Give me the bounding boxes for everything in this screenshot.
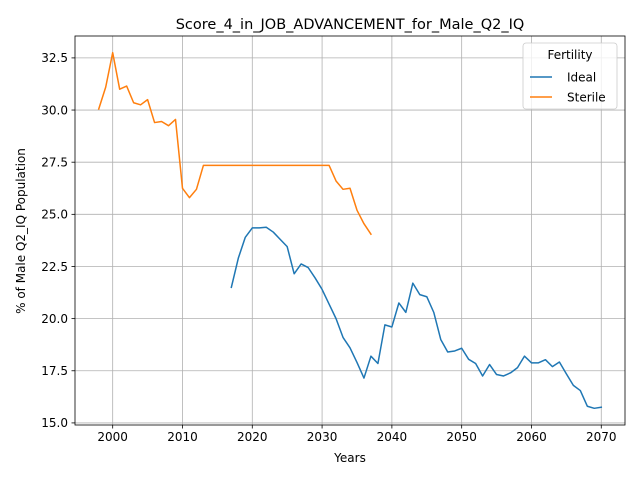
series-lines <box>97 51 603 410</box>
x-tick-label: 2030 <box>307 430 338 444</box>
y-tick-label: 27.5 <box>41 155 68 169</box>
y-tick-label: 22.5 <box>41 260 68 274</box>
legend-title: Fertility <box>547 48 592 62</box>
legend: Fertility Ideal Sterile <box>522 42 618 110</box>
chart-title: Score_4_in_JOB_ADVANCEMENT_for_Male_Q2_I… <box>176 17 525 33</box>
x-tick-label: 2070 <box>586 430 617 444</box>
legend-label-sterile: Sterile <box>567 91 606 105</box>
x-tick-label: 2010 <box>167 430 198 444</box>
x-tick-label: 2020 <box>237 430 268 444</box>
y-axis-title: % of Male Q2_IQ Population <box>14 148 28 314</box>
y-tick-label: 25.0 <box>41 208 68 222</box>
y-tick-label: 32.5 <box>41 51 68 65</box>
x-axis-title: Years <box>333 451 366 465</box>
legend-label-ideal: Ideal <box>567 71 596 85</box>
series-line-ideal <box>230 226 603 410</box>
x-tick-label: 2000 <box>97 430 128 444</box>
plot-area-frame <box>74 35 626 426</box>
y-tick-label: 17.5 <box>41 364 68 378</box>
y-tick-label: 20.0 <box>41 312 68 326</box>
y-tick-label: 30.0 <box>41 103 68 117</box>
axis-ticks: 2000 2010 2020 2030 2040 2050 2060 2070 15.0 17.5… <box>41 51 616 444</box>
legend-box <box>522 42 618 110</box>
series-line-sterile <box>97 51 372 236</box>
x-tick-label: 2050 <box>446 430 477 444</box>
x-tick-label: 2060 <box>516 430 547 444</box>
x-tick-label: 2040 <box>377 430 408 444</box>
y-tick-label: 15.0 <box>41 416 68 430</box>
